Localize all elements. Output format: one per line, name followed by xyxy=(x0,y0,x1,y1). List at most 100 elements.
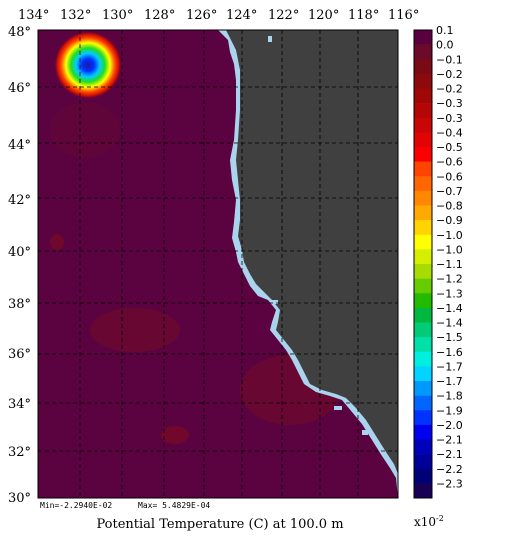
colorbar-scale-label: x10-2 xyxy=(414,514,444,529)
colorbar-swatch xyxy=(414,234,432,250)
lat-label: 36° xyxy=(8,347,31,362)
colorbar-swatch xyxy=(414,205,432,221)
lon-label: 118° xyxy=(348,8,379,23)
colorbar-swatch xyxy=(414,30,432,45)
colorbar-tick-label: −0.3 xyxy=(436,112,463,125)
lat-label: 40° xyxy=(8,245,31,260)
plot-title: Potential Temperature (C) at 100.0 m xyxy=(96,517,344,532)
lon-label: 134° xyxy=(18,8,49,23)
colorbar-tick-label: −0.6 xyxy=(436,170,463,183)
lon-label: 128° xyxy=(144,8,175,23)
colorbar-tick-label: −1.6 xyxy=(436,346,463,359)
island xyxy=(362,430,368,435)
colorbar-tick-label: −1.9 xyxy=(436,404,463,417)
colorbar-swatch xyxy=(414,220,432,236)
colorbar-swatch xyxy=(414,307,432,323)
island xyxy=(272,300,278,304)
colorbar-tick-label: −1.3 xyxy=(436,287,463,300)
latitude-labels: 48° 46° 44° 42° 40° 38° 36° 34° 32° 30° xyxy=(8,25,31,506)
colorbar-swatch xyxy=(414,132,432,148)
colorbar-swatch xyxy=(414,59,432,75)
colorbar-swatch xyxy=(414,322,432,338)
min-stat: Min=-2.2940E-02 xyxy=(40,501,112,510)
colorbar-tick-label: −0.3 xyxy=(436,97,463,110)
colorbar-swatch xyxy=(414,73,432,89)
warm-patch xyxy=(161,426,189,444)
lon-label: 122° xyxy=(268,8,299,23)
colorbar-tick-label: −2.2 xyxy=(436,463,463,476)
island xyxy=(268,36,272,42)
max-stat: Max= 5.4829E-04 xyxy=(138,501,210,510)
lat-label: 44° xyxy=(8,138,31,153)
lon-label: 132° xyxy=(60,8,91,23)
colorbar-tick-label: −1.0 xyxy=(436,229,463,242)
colorbar-swatch xyxy=(414,337,432,353)
colorbar-tick-label: −1.2 xyxy=(436,273,463,286)
lat-label: 38° xyxy=(8,297,31,312)
colorbar-swatch xyxy=(414,161,432,177)
colorbar-swatch xyxy=(414,278,432,294)
colorbar-swatch xyxy=(414,264,432,279)
colorbar-swatch xyxy=(414,483,432,499)
colorbar-tick-label: −0.2 xyxy=(436,68,463,81)
colorbar: 0.10.0−0.1−0.2−0.2−0.3−0.3−0.4−0.5−0.6−0… xyxy=(413,24,463,499)
land xyxy=(226,30,398,474)
colorbar-swatch xyxy=(414,147,432,162)
colorbar-tick-label: −0.2 xyxy=(436,83,463,96)
colorbar-swatch xyxy=(414,176,432,192)
scale-exponent: -2 xyxy=(436,514,444,523)
lon-label: 124° xyxy=(226,8,257,23)
warm-patch xyxy=(90,308,180,352)
lat-label: 34° xyxy=(8,397,31,412)
colorbar-swatch xyxy=(414,366,432,382)
colorbar-tick-label: −0.7 xyxy=(436,185,463,198)
colorbar-tick-label: −1.0 xyxy=(436,243,463,256)
lon-label: 126° xyxy=(186,8,217,23)
colorbar-swatch xyxy=(414,44,432,60)
warm-patch xyxy=(50,102,120,158)
lat-label: 46° xyxy=(8,81,31,96)
colorbar-swatch xyxy=(414,117,432,133)
colorbar-tick-label: −0.8 xyxy=(436,200,463,213)
map-panel xyxy=(38,30,398,498)
colorbar-swatch xyxy=(414,249,432,265)
lat-label: 48° xyxy=(8,25,31,40)
colorbar-swatch xyxy=(414,454,432,470)
cold-anomaly xyxy=(54,31,122,99)
island xyxy=(334,406,342,410)
colorbar-tick-label: −2.1 xyxy=(436,448,463,461)
colorbar-swatch xyxy=(414,395,432,411)
colorbar-tick-label: −1.4 xyxy=(436,302,463,315)
colorbar-tick-label: −0.9 xyxy=(436,214,463,227)
colorbar-swatch xyxy=(414,424,432,440)
colorbar-tick-label: −1.7 xyxy=(436,360,463,373)
colorbar-tick-label: −1.4 xyxy=(436,317,463,330)
colorbar-tick-label: −1.5 xyxy=(436,331,463,344)
colorbar-swatch xyxy=(414,88,432,104)
graticule xyxy=(38,30,398,498)
colorbar-tick-label: −2.0 xyxy=(436,419,463,432)
colorbar-tick-label: −2.1 xyxy=(436,434,463,447)
colorbar-swatch xyxy=(414,103,432,119)
colorbar-swatch xyxy=(414,293,432,309)
colorbar-tick-label: −0.6 xyxy=(436,156,463,169)
colorbar-swatch xyxy=(414,410,432,426)
lon-label: 116° xyxy=(388,8,419,23)
colorbar-swatch xyxy=(414,381,432,396)
colorbar-tick-label: 0.1 xyxy=(436,24,454,37)
colorbar-swatch xyxy=(414,468,432,484)
longitude-labels: 134° 132° 130° 128° 126° 124° 122° 120° … xyxy=(18,8,419,23)
colorbar-tick-label: −1.7 xyxy=(436,375,463,388)
scale-base: x10 xyxy=(414,515,437,529)
colorbar-tick-label: 0.0 xyxy=(436,39,454,52)
colorbar-frame xyxy=(413,29,433,499)
lon-label: 120° xyxy=(308,8,339,23)
lat-label: 32° xyxy=(8,445,31,460)
colorbar-tick-label: −0.4 xyxy=(436,126,463,139)
colorbar-swatch xyxy=(414,190,432,206)
colorbar-swatch xyxy=(414,439,432,455)
colorbar-tick-label: −2.3 xyxy=(436,477,463,490)
lat-label: 30° xyxy=(8,491,31,506)
lat-label: 42° xyxy=(8,193,31,208)
